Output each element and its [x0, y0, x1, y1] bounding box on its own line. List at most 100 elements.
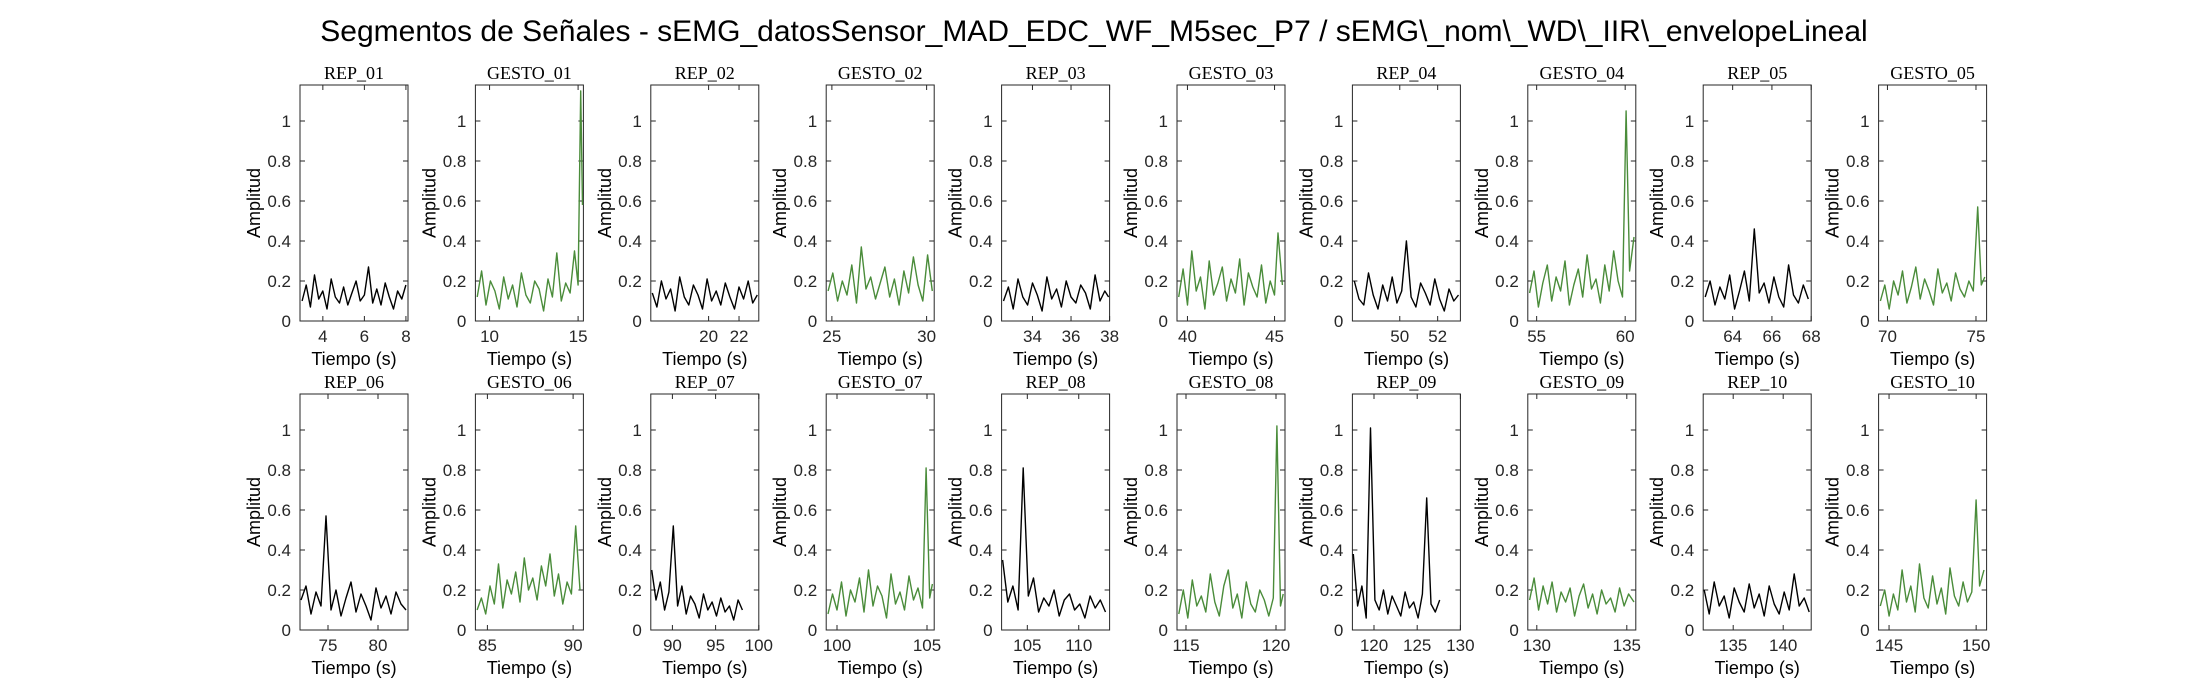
chart-11-axes-box: [299, 393, 409, 631]
chart-19-ytick-label: 1: [1685, 421, 1694, 440]
chart-12-ylabel: Amplitud: [419, 477, 439, 547]
chart-8-ytick-label: 1: [1509, 112, 1518, 131]
chart-17-ytick-label: 0.2: [1320, 581, 1344, 600]
chart-2-xtick-label: 15: [569, 327, 588, 346]
chart-2: 0 0.2 0.4 0.6 0.8 1 10 15 GESTO_01 Tiempo (s) Ampl…: [419, 63, 587, 369]
chart-13-series-line: [651, 525, 744, 621]
chart-12-ytick-label: 1: [457, 421, 466, 440]
chart-12-xtick-label: 85: [478, 636, 497, 655]
chart-17-xlabel: Tiempo (s): [1364, 658, 1449, 678]
chart-15-ytick-label: 1: [983, 421, 992, 440]
chart-9-ytick-label: 0.8: [1671, 152, 1695, 171]
chart-7-ytick-label: 0.4: [1320, 232, 1344, 251]
chart-7-title: REP_04: [1376, 63, 1436, 83]
chart-8-ylabel: Amplitud: [1472, 168, 1492, 238]
chart-15-series-line: [1001, 467, 1107, 619]
chart-11-xlabel: Tiempo (s): [311, 658, 396, 678]
chart-3-xlabel: Tiempo (s): [662, 349, 747, 369]
chart-7: 0 0.2 0.4 0.6 0.8 1 50 52 REP_04 Tiempo (s) Amplit…: [1296, 63, 1461, 369]
chart-15-xtick-label: 105: [1013, 636, 1041, 655]
chart-16-ytick-label: 0: [1159, 621, 1168, 640]
chart-3-ytick-label: 0.4: [618, 232, 642, 251]
chart-9-title: REP_05: [1727, 63, 1787, 83]
chart-6-ytick-label: 0.4: [1144, 232, 1168, 251]
chart-5-ytick-label: 0: [983, 312, 992, 331]
chart-1-ytick-label: 0: [282, 312, 291, 331]
chart-16: 0 0.2 0.4 0.6 0.8 1 115 120 GESTO_08 Tiempo (s) Am…: [1121, 372, 1290, 678]
chart-14-xtick-label: 100: [823, 636, 851, 655]
chart-6-ytick-label: 0: [1159, 312, 1168, 331]
chart-7-axes-box: [1351, 84, 1461, 322]
chart-18-title: GESTO_09: [1539, 372, 1624, 392]
chart-17-series-line: [1352, 427, 1441, 619]
chart-11-ytick-label: 0.6: [267, 501, 291, 520]
chart-12-title: GESTO_06: [487, 372, 572, 392]
chart-5-ytick-label: 0.2: [969, 272, 993, 291]
chart-20-ytick-label: 0.8: [1846, 461, 1870, 480]
chart-6-ytick-label: 0.2: [1144, 272, 1168, 291]
chart-15-ylabel: Amplitud: [946, 477, 966, 547]
chart-8-ytick-label: 0.4: [1495, 232, 1519, 251]
chart-17-xtick-label: 130: [1446, 636, 1474, 655]
chart-4-series-line: [827, 246, 933, 306]
chart-20-ytick-label: 1: [1860, 421, 1869, 440]
chart-12-ytick-label: 0.2: [443, 581, 467, 600]
chart-11-ytick-label: 0.8: [267, 461, 291, 480]
chart-20-ytick-label: 0.4: [1846, 541, 1870, 560]
chart-14-series-line: [827, 467, 934, 619]
chart-4-ytick-label: 0.4: [794, 232, 818, 251]
chart-9-series-line: [1704, 228, 1809, 310]
chart-1: 0 0.2 0.4 0.6 0.8 1 4 6 8 REP_01 Tiempo (s) Amplitu…: [244, 63, 411, 369]
chart-13-ytick-label: 0.6: [618, 501, 642, 520]
chart-18-ytick-label: 0.6: [1495, 501, 1519, 520]
chart-17: 0 0.2 0.4 0.6 0.8 1 120 125 130 REP_09 Tiempo (s) A…: [1296, 372, 1474, 678]
chart-7-series-line: [1353, 240, 1460, 312]
chart-2-ytick-label: 0.4: [443, 232, 467, 251]
chart-17-title: REP_09: [1376, 372, 1436, 392]
chart-13-ytick-label: 0.8: [618, 461, 642, 480]
chart-7-ytick-label: 0: [1334, 312, 1343, 331]
chart-2-ytick-label: 0.6: [443, 192, 467, 211]
chart-1-ytick-label: 0.2: [267, 272, 291, 291]
chart-7-xtick-label: 50: [1390, 327, 1409, 346]
chart-15-xlabel: Tiempo (s): [1013, 658, 1098, 678]
chart-9-ylabel: Amplitud: [1647, 168, 1667, 238]
chart-15: 0 0.2 0.4 0.6 0.8 1 105 110 REP_08 Tiempo (s) Ampl…: [946, 372, 1111, 678]
chart-14-ytick-label: 1: [808, 421, 817, 440]
chart-2-ylabel: Amplitud: [419, 168, 439, 238]
chart-4-title: GESTO_02: [838, 63, 923, 83]
chart-3-ytick-label: 0.8: [618, 152, 642, 171]
chart-4: 0 0.2 0.4 0.6 0.8 1 25 30 GESTO_02 Tiempo (s) Ampl…: [770, 63, 936, 369]
chart-20-ytick-label: 0.6: [1846, 501, 1870, 520]
chart-7-ytick-label: 0.6: [1320, 192, 1344, 211]
chart-9: 0 0.2 0.4 0.6 0.8 1 64 66 68 REP_05 Tiempo (s) Ampl…: [1647, 63, 1820, 369]
chart-13-xtick-label: 95: [706, 636, 725, 655]
chart-15-ytick-label: 0.2: [969, 581, 993, 600]
chart-8: 0 0.2 0.4 0.6 0.8 1 55 60 GESTO_04 Tiempo (s) Ampl…: [1472, 63, 1637, 369]
chart-1-ytick-label: 1: [282, 112, 291, 131]
chart-13-axes-box: [650, 393, 760, 631]
chart-6-ytick-label: 0.6: [1144, 192, 1168, 211]
chart-17-ylabel: Amplitud: [1296, 477, 1316, 547]
chart-20-series-line: [1879, 499, 1985, 617]
chart-5-xtick-label: 34: [1023, 327, 1042, 346]
chart-6-xlabel: Tiempo (s): [1188, 349, 1273, 369]
chart-18-ytick-label: 0.4: [1495, 541, 1519, 560]
chart-14-ytick-label: 0: [808, 621, 817, 640]
chart-14-axes-box: [825, 393, 935, 631]
chart-6-ylabel: Amplitud: [1121, 168, 1141, 238]
chart-13-ytick-label: 1: [632, 421, 641, 440]
chart-10-ytick-label: 0.2: [1846, 272, 1870, 291]
chart-7-xtick-label: 52: [1428, 327, 1447, 346]
chart-8-ytick-label: 0.2: [1495, 272, 1519, 291]
figure-title: Segmentos de Señales - sEMG_datosSensor_…: [320, 15, 1867, 48]
chart-13-xtick-label: 100: [745, 636, 773, 655]
chart-8-xlabel: Tiempo (s): [1539, 349, 1624, 369]
chart-12-ytick-label: 0.8: [443, 461, 467, 480]
chart-13-ytick-label: 0: [632, 621, 641, 640]
chart-8-title: GESTO_04: [1539, 63, 1624, 83]
chart-5-series-line: [1002, 274, 1110, 312]
chart-10-ytick-label: 1: [1860, 112, 1869, 131]
chart-18-ytick-label: 0.8: [1495, 461, 1519, 480]
